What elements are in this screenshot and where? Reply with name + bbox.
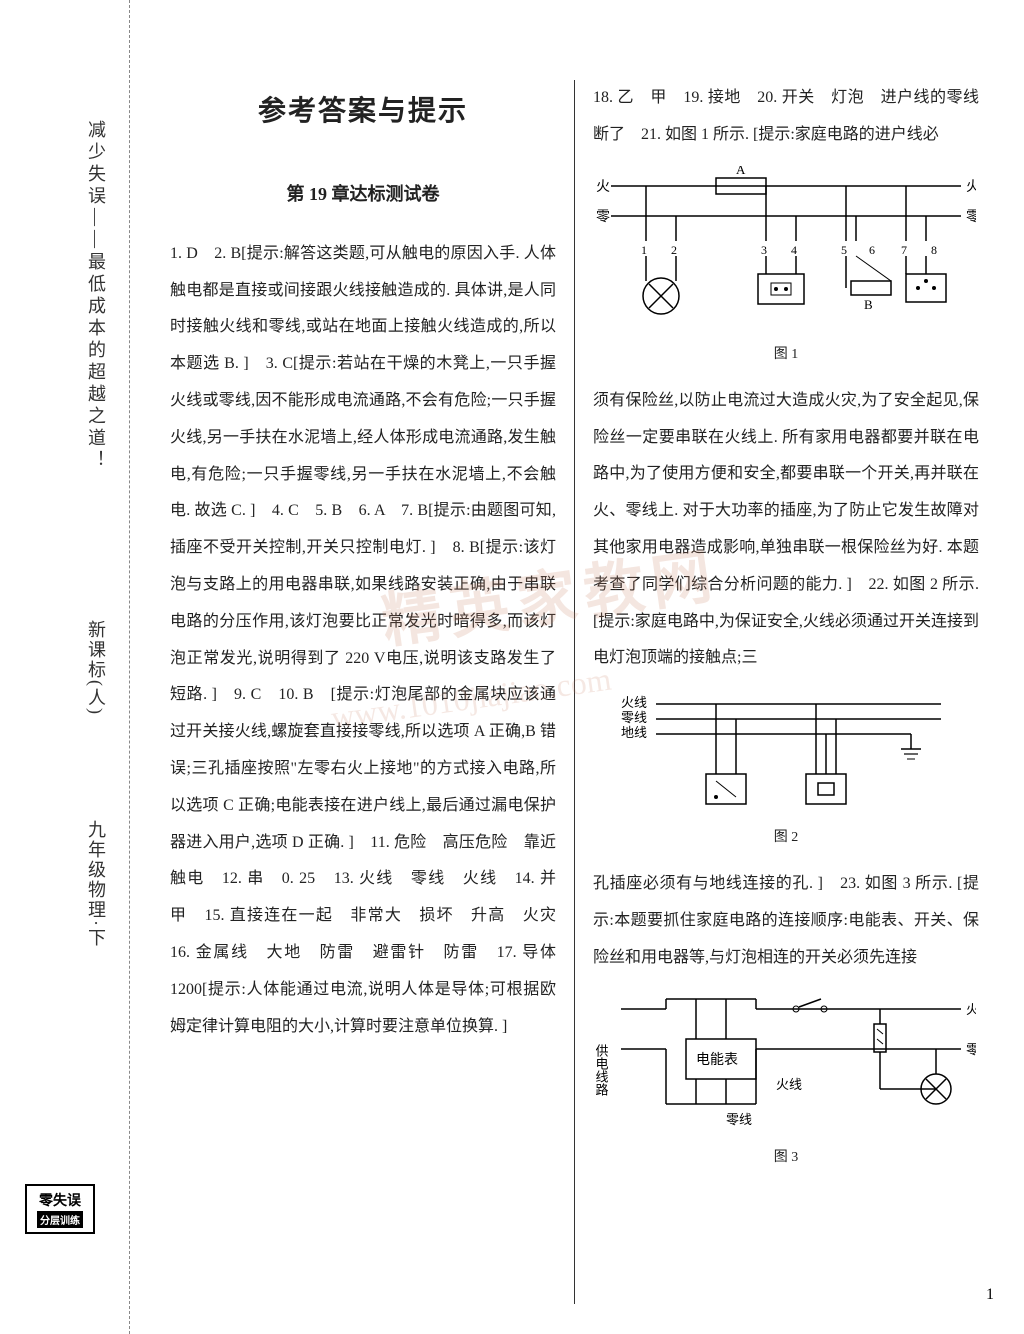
- fig1-label-a: A: [736, 166, 746, 177]
- right-column: 18. 乙 甲 19. 接地 20. 开关 灯泡 进户线的零线断了 21. 如图…: [575, 80, 994, 1304]
- figure-1-label: 图 1: [593, 339, 979, 371]
- fig1-huo-right: 火: [966, 180, 976, 195]
- circuit-diagram-2: 火线 零线 地线: [621, 689, 951, 819]
- fig2-di: 地线: [621, 725, 647, 740]
- right-text-after-fig2: 孔插座必须有与地线连接的孔. ] 23. 如图 3 所示. [提示:本题要抓住家…: [593, 866, 979, 976]
- figure-2: 火线 零线 地线: [593, 689, 979, 854]
- svg-text:5: 5: [841, 243, 847, 257]
- svg-text:4: 4: [791, 243, 797, 257]
- logo-main-text: 零失误: [39, 1190, 81, 1210]
- fig3-huo2: 火线: [776, 1077, 802, 1092]
- page-number: 1: [986, 1286, 994, 1304]
- page-container: 减少失误——最低成本的超越之道！ 新课标(人) 九年级物理·下 零失误 分层训练…: [0, 0, 1024, 1334]
- fig1-ling-right: 零: [966, 209, 976, 225]
- svg-text:8: 8: [931, 243, 937, 257]
- content-area: 参考答案与提示 第 19 章达标测试卷 1. D 2. B[提示:解答这类题,可…: [130, 0, 1024, 1334]
- logo-sub-text: 分层训练: [37, 1211, 83, 1228]
- left-column: 参考答案与提示 第 19 章达标测试卷 1. D 2. B[提示:解答这类题,可…: [155, 80, 575, 1304]
- left-margin-sidebar: 减少失误——最低成本的超越之道！ 新课标(人) 九年级物理·下 零失误 分层训练: [0, 0, 130, 1334]
- fig3-supply: 供电线路: [596, 1044, 609, 1096]
- figure-2-label: 图 2: [593, 822, 979, 854]
- fig1-label-b: B: [864, 297, 873, 312]
- fig3-ling: 零线: [966, 1042, 976, 1057]
- fig3-meter: 电能表: [696, 1052, 738, 1068]
- main-title: 参考答案与提示: [170, 80, 556, 144]
- fig1-ling-left: 零: [596, 209, 610, 225]
- circuit-diagram-1: 火 零 火 零 A 1 2 3: [596, 166, 976, 336]
- svg-text:3: 3: [761, 243, 767, 257]
- fig3-huo: 火线: [966, 1002, 976, 1017]
- sidebar-text-mid1: 新课标(人): [83, 620, 109, 716]
- sidebar-text-mid2: 九年级物理·下: [83, 820, 109, 948]
- figure-3: 火线 零线 供电线路 电能表: [593, 989, 979, 1174]
- svg-text:7: 7: [901, 243, 907, 257]
- chapter-title: 第 19 章达标测试卷: [170, 174, 556, 215]
- figure-3-label: 图 3: [593, 1142, 979, 1174]
- left-answer-text: 1. D 2. B[提示:解答这类题,可从触电的原因入手. 人体触电都是直接或间…: [170, 236, 556, 1046]
- logo-box: 零失误 分层训练: [25, 1184, 95, 1234]
- circuit-diagram-3: 火线 零线 供电线路 电能表: [596, 989, 976, 1139]
- fig1-huo-left: 火: [596, 180, 610, 195]
- svg-text:1: 1: [641, 243, 647, 257]
- fig3-ling2: 零线: [726, 1112, 752, 1127]
- right-text-after-fig1: 须有保险丝,以防止电流过大造成火灾,为了安全起见,保险丝一定要串联在火线上. 所…: [593, 383, 979, 677]
- sidebar-text-top: 减少失误——最低成本的超越之道！: [83, 120, 109, 472]
- svg-text:6: 6: [869, 243, 875, 257]
- fig2-huo: 火线: [621, 695, 647, 710]
- figure-1: 火 零 火 零 A 1 2 3: [593, 166, 979, 371]
- svg-text:2: 2: [671, 243, 677, 257]
- right-text-line1: 18. 乙 甲 19. 接地 20. 开关 灯泡 进户线的零线断了 21. 如图…: [593, 80, 979, 154]
- fig2-ling: 零线: [621, 710, 647, 725]
